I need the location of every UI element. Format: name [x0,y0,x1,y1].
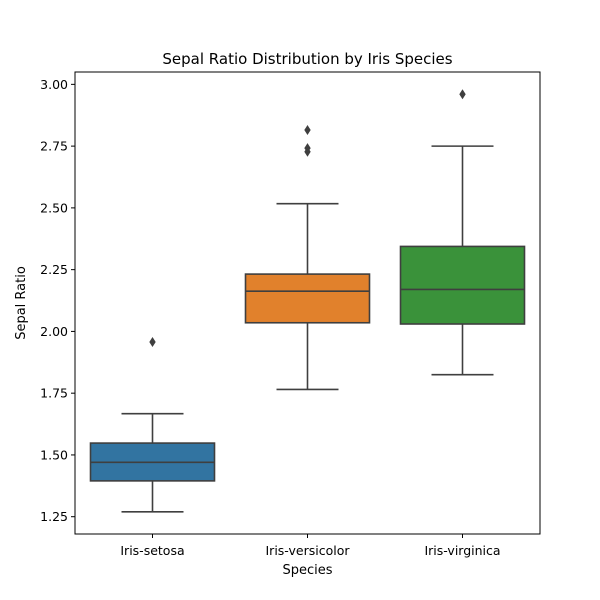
x-axis-label: Species [282,563,332,578]
y-tick-label: 1.50 [40,447,68,462]
y-tick-label: 1.25 [40,509,68,524]
x-tick-label: Iris-virginica [424,543,500,558]
y-tick-label: 3.00 [40,77,68,92]
box-group-iris-virginica [399,89,526,376]
y-tick-label: 2.75 [40,139,68,154]
y-tick-label: 2.50 [40,200,68,215]
y-axis: 1.25 1.50 1.75 2.00 2.25 2.50 2.75 3.00 [40,77,75,524]
plot-area [89,89,526,513]
box-group-iris-setosa [89,337,216,513]
y-tick-label: 1.75 [40,386,68,401]
chart-title: Sepal Ratio Distribution by Iris Species [162,50,452,68]
outlier-point [459,89,466,100]
outlier-point [304,143,311,154]
y-tick-label: 2.00 [40,324,68,339]
box-iqr [244,273,371,324]
plot-frame [74,71,541,535]
x-axis: Iris-setosa Iris-versicolor Iris-virginica [120,534,501,558]
y-tick-label: 2.25 [40,262,68,277]
x-tick-label: Iris-versicolor [266,543,351,558]
box-group-iris-versicolor [244,125,371,391]
x-tick-label: Iris-setosa [120,543,184,558]
outlier-point [304,125,311,136]
outlier-point [149,337,156,348]
y-axis-label: Sepal Ratio [14,266,29,340]
box-iqr [399,245,526,325]
